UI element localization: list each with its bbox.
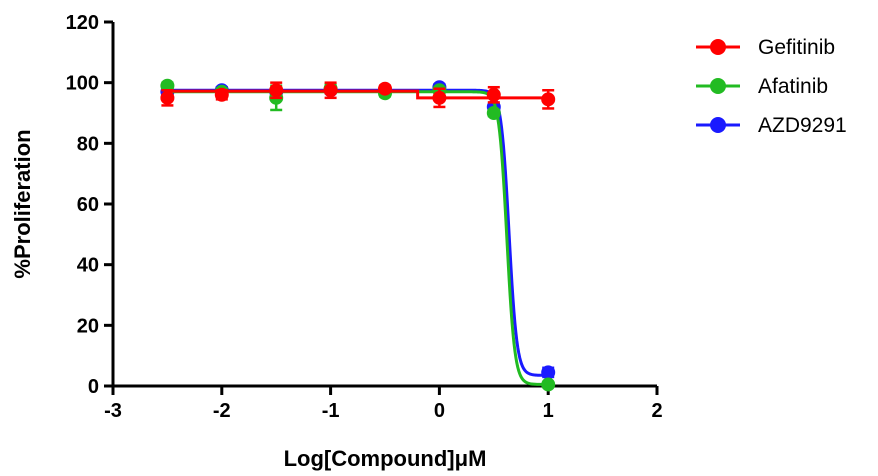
y-axis-title: %Proliferation (10, 129, 35, 278)
y-tick-label: 120 (66, 12, 99, 34)
legend-item-afatinib: Afatinib (696, 75, 828, 98)
legend-marker (710, 78, 726, 94)
legend-label: Gefitinib (758, 36, 835, 59)
fit-curve (167, 88, 549, 377)
legend-label: Afatinib (758, 75, 828, 98)
y-tick-label: 20 (77, 315, 99, 337)
legend-marker (710, 117, 726, 133)
data-point (269, 83, 284, 98)
x-tick-label: -3 (104, 400, 122, 422)
data-point (486, 87, 501, 102)
y-tick-label: 60 (77, 194, 99, 216)
plot-area (160, 78, 556, 392)
x-tick-label: -2 (213, 400, 231, 422)
data-point (214, 87, 229, 102)
x-tick-label: -1 (322, 400, 340, 422)
legend-item-azd9291: AZD9291 (696, 114, 847, 137)
legend-marker (710, 39, 726, 55)
x-axis-title: Log[Compound]μM (284, 446, 487, 471)
data-point (432, 90, 447, 105)
series-afatinib (160, 78, 556, 392)
fit-curve (167, 90, 549, 386)
x-tick-label: 0 (434, 400, 445, 422)
x-tick-label: 2 (651, 400, 662, 422)
y-ticks: 0 20 40 60 80 100 120 (66, 12, 113, 398)
legend: Gefitinib Afatinib AZD9291 (696, 36, 847, 137)
y-tick-label: 40 (77, 255, 99, 277)
series-gefitinib (160, 81, 556, 110)
data-point (160, 90, 175, 105)
y-tick-label: 80 (77, 133, 99, 155)
x-tick-label: 1 (543, 400, 554, 422)
data-point (323, 83, 338, 98)
series-azd9291 (160, 80, 556, 380)
fit-curve (167, 89, 549, 100)
data-point (541, 92, 556, 107)
data-point (541, 365, 556, 380)
data-point (486, 106, 501, 120)
y-tick-label: 100 (66, 73, 99, 95)
x-ticks: -3 -2 -1 0 1 2 (104, 386, 663, 422)
legend-item-gefitinib: Gefitinib (696, 36, 835, 59)
axes: -3 -2 -1 0 1 2 0 20 40 60 80 100 120 (66, 12, 663, 422)
legend-label: AZD9291 (758, 114, 847, 137)
data-point (378, 81, 392, 96)
y-tick-label: 0 (88, 376, 99, 398)
data-point (541, 377, 556, 392)
